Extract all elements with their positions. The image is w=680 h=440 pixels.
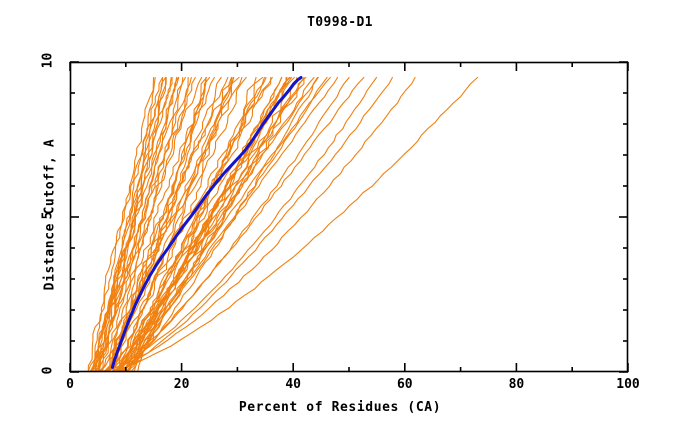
x-tick-label: 20: [173, 377, 190, 392]
x-tick-label: 40: [285, 377, 302, 392]
x-tick-label: 0: [66, 377, 74, 392]
chart-title: T0998-D1: [307, 15, 373, 30]
x-tick-label: 100: [616, 377, 640, 392]
x-tick-label: 80: [508, 377, 525, 392]
x-tick-label: 60: [396, 377, 413, 392]
y-tick-label: 10: [40, 52, 56, 69]
y-tick-label: 0: [40, 366, 56, 375]
y-tick-label: 5: [40, 211, 56, 220]
x-axis-label: Percent of Residues (CA): [238, 400, 442, 415]
